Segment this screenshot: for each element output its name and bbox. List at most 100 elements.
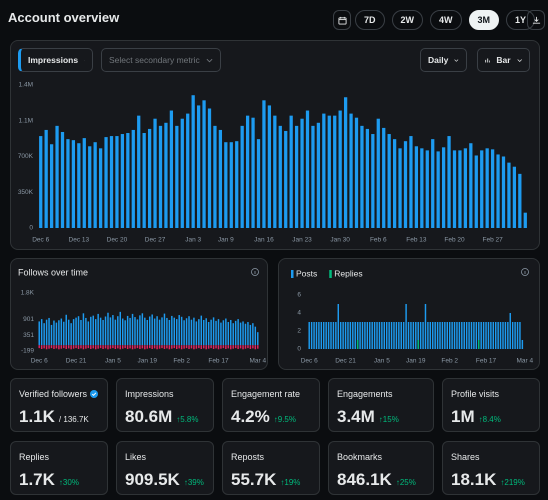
stat-card[interactable]: Engagement rate 4.2% ↑9.5% (222, 378, 320, 432)
bar (185, 318, 188, 346)
bar (234, 320, 237, 346)
bar (383, 322, 386, 349)
bar (509, 313, 511, 349)
download-button[interactable] (527, 10, 545, 30)
bar (392, 139, 397, 228)
bar (424, 304, 427, 349)
bar (465, 322, 468, 349)
x-tick-label: Jan 19 (406, 358, 426, 365)
bar (458, 150, 462, 228)
bar (371, 134, 375, 228)
bar (388, 322, 390, 349)
secondary-metric-select[interactable]: Select secondary metric (101, 48, 221, 72)
info-icon[interactable] (251, 268, 259, 276)
bar (456, 322, 458, 349)
bar (164, 122, 168, 228)
bar (378, 322, 381, 349)
bar (115, 136, 119, 228)
interval-select[interactable]: Daily (420, 48, 467, 72)
bar (361, 322, 364, 349)
stat-card[interactable]: Impressions 80.6M ↑5.8% (116, 378, 214, 432)
x-tick-label: Feb 20 (444, 237, 465, 244)
bar (458, 322, 461, 349)
bar (67, 345, 70, 349)
bar (70, 323, 72, 346)
bar (339, 322, 342, 349)
chart-style-select[interactable]: Bar (477, 48, 530, 72)
bar (99, 345, 102, 349)
bar (448, 322, 451, 349)
bar (294, 125, 299, 228)
stat-label-row: Bookmarks (337, 450, 425, 464)
y-tick-label: 6 (297, 292, 301, 299)
stat-card[interactable]: Profile visits 1M ↑8.4% (442, 378, 540, 432)
stat-card[interactable]: Engagements 3.4M ↑15% (328, 378, 434, 432)
bar (230, 345, 232, 350)
metric-select[interactable]: Impressions (18, 48, 93, 72)
bar (168, 345, 171, 350)
stat-card[interactable]: Bookmarks 846.1K ↑25% (328, 441, 434, 495)
bar (163, 345, 166, 349)
stat-value: 55.7K (231, 470, 277, 489)
stat-change: ↑8.4% (478, 415, 501, 424)
bar (188, 345, 190, 349)
bar (144, 317, 146, 346)
bar (207, 108, 212, 228)
bar (366, 322, 369, 349)
calendar-button[interactable] (333, 10, 351, 30)
bar (403, 141, 408, 228)
bar (173, 317, 176, 346)
bar (87, 321, 90, 346)
y-tick-label: 0 (297, 346, 301, 353)
bar (75, 345, 77, 349)
range-button[interactable]: 2W (391, 10, 424, 30)
bar (485, 322, 487, 349)
bar (53, 320, 55, 346)
bar (441, 322, 444, 349)
x-tick-label: Dec 27 (145, 237, 166, 244)
range-button[interactable]: 7D (355, 10, 385, 30)
x-tick-label: Feb 27 (482, 237, 503, 244)
bar (49, 144, 54, 228)
stat-card[interactable]: Reposts 55.7K ↑19% (222, 441, 320, 495)
x-tick-label: Dec 6 (32, 237, 49, 244)
bar (207, 345, 210, 349)
posts-panel (278, 258, 540, 370)
stat-value-row: 1M ↑8.4% (451, 407, 531, 427)
y-tick-label: 901 (23, 316, 34, 323)
x-tick-label: Mar 4 (516, 358, 533, 365)
info-icon[interactable] (521, 268, 529, 276)
bar (38, 321, 40, 346)
bar (425, 150, 429, 228)
stat-change: ↑219% (500, 478, 525, 487)
bar (203, 319, 205, 346)
x-tick-label: Feb 6 (370, 237, 387, 244)
range-button[interactable]: 3M (468, 10, 500, 30)
bar (92, 345, 94, 349)
range-button[interactable]: 4W (430, 10, 462, 30)
bar (171, 315, 173, 346)
bar (193, 317, 195, 346)
y-tick-label: 351 (23, 332, 34, 339)
bar (415, 322, 417, 349)
stat-label-row: Engagements (337, 387, 425, 401)
bar (178, 345, 180, 349)
bar (117, 345, 119, 349)
stat-value: 80.6M (125, 407, 173, 426)
bar (335, 322, 337, 349)
bar (431, 139, 435, 228)
stat-card[interactable]: Shares 18.1K ↑219% (442, 441, 540, 495)
bar (80, 345, 82, 349)
stat-card[interactable]: Replies 1.7K ↑30% (10, 441, 108, 495)
stat-card[interactable]: Verified followers 1.1K/ 136.7K (10, 378, 108, 432)
bar (242, 321, 244, 346)
bar (142, 133, 146, 228)
stat-value-row: 1.7K ↑30% (19, 470, 99, 490)
bar (119, 311, 121, 346)
bar (213, 125, 217, 228)
bar (514, 322, 516, 349)
bar (494, 322, 497, 349)
stat-card[interactable]: Likes 909.5K ↑39% (116, 441, 214, 495)
bar (202, 100, 206, 228)
bar (70, 345, 72, 350)
